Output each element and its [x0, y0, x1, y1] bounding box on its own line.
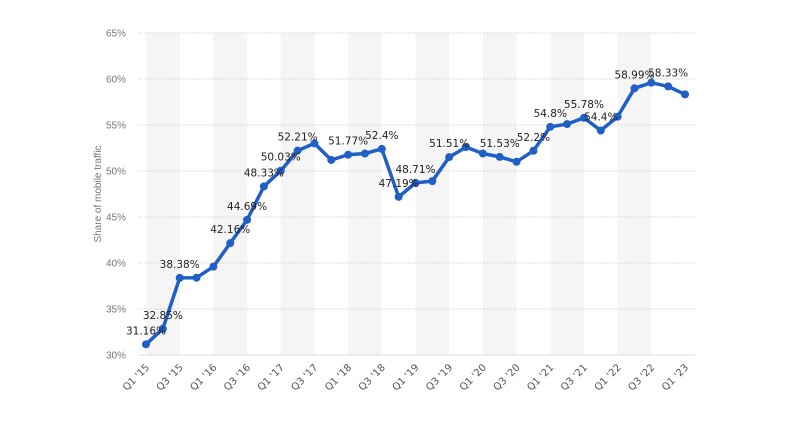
data-point[interactable]	[647, 78, 656, 87]
data-point[interactable]	[579, 113, 588, 122]
data-label: 51.51%	[429, 138, 469, 150]
y-axis-label: Share of mobile traffic	[93, 145, 104, 242]
data-label: 52.21%	[278, 132, 318, 144]
data-label: 54.4%	[584, 112, 617, 124]
data-label: 58.33%	[648, 67, 688, 79]
x-tick-label: Q3 '16	[222, 362, 253, 393]
data-point[interactable]	[512, 157, 521, 166]
data-point[interactable]	[377, 144, 386, 153]
background-stripe	[415, 33, 450, 355]
data-point[interactable]	[276, 166, 285, 175]
data-point[interactable]	[411, 178, 420, 187]
data-label: 42.16%	[210, 224, 250, 236]
data-label: 51.53%	[480, 138, 520, 150]
data-point[interactable]	[192, 273, 201, 282]
data-point[interactable]	[546, 122, 555, 131]
data-point[interactable]	[630, 84, 639, 93]
data-point[interactable]	[344, 150, 353, 159]
data-label: 51.77%	[328, 136, 368, 148]
x-tick-label: Q1 '17	[256, 362, 287, 393]
x-tick-label: Q1 '22	[593, 362, 624, 393]
data-label: 48.71%	[395, 164, 435, 176]
data-point[interactable]	[142, 340, 150, 349]
data-point[interactable]	[394, 192, 403, 201]
background-stripe	[146, 33, 180, 355]
x-tick-label: Q3 '15	[155, 362, 186, 393]
y-tick-label: 65%	[106, 29, 126, 40]
data-point[interactable]	[681, 90, 689, 99]
x-tick-label: Q3 '20	[492, 362, 523, 393]
x-tick-label: Q1 '18	[323, 362, 354, 393]
data-point[interactable]	[360, 149, 369, 158]
background-stripe	[617, 33, 652, 355]
data-point[interactable]	[445, 153, 454, 162]
data-label: 31.16%	[126, 325, 166, 337]
data-labels: 31.16% 32.85% 38.38% 42.16% 44.69% 48.33% 50.0…	[126, 67, 688, 337]
y-tick-label: 45%	[106, 213, 126, 224]
data-label: 58.99%	[614, 69, 654, 81]
data-point[interactable]	[175, 273, 184, 282]
data-label: 44.69%	[227, 201, 267, 213]
data-point[interactable]	[259, 182, 268, 191]
x-tick-label: Q1 '20	[458, 362, 489, 393]
data-label: 52.2%	[517, 132, 550, 144]
data-point[interactable]	[596, 126, 605, 135]
data-label: 55.78%	[564, 99, 604, 111]
data-label: 54.8%	[534, 108, 567, 120]
data-point[interactable]	[495, 152, 504, 161]
data-point[interactable]	[209, 262, 218, 271]
data-label: 48.33%	[244, 167, 284, 179]
x-tick-label: Q3 '19	[424, 362, 455, 393]
x-tick-label: Q1 '16	[188, 362, 219, 393]
x-tick-label: Q1 '15	[121, 362, 152, 393]
data-point[interactable]	[529, 146, 538, 155]
data-point[interactable]	[462, 143, 471, 152]
x-axis-ticks: Q1 '15 Q3 '15 Q1 '16 Q3 '16 Q1 '17 Q3 '17 Q1 '…	[121, 362, 691, 393]
gridlines	[138, 32, 695, 356]
x-tick-label: Q3 '21	[559, 362, 590, 393]
background-stripe	[482, 33, 517, 355]
x-tick-label: Q3 '18	[357, 362, 388, 393]
data-point[interactable]	[158, 324, 167, 333]
y-tick-label: 40%	[106, 259, 126, 270]
data-label: 32.85%	[143, 310, 183, 322]
data-label: 50.03%	[261, 152, 301, 164]
data-point[interactable]	[327, 155, 336, 164]
data-series	[142, 78, 689, 349]
data-point[interactable]	[563, 120, 572, 129]
background-stripe	[348, 33, 382, 355]
data-point[interactable]	[478, 149, 487, 158]
background-stripe	[550, 33, 584, 355]
data-label: 47.19%	[379, 178, 419, 190]
y-tick-label: 60%	[106, 75, 126, 86]
x-tick-label: Q1 '23	[660, 362, 691, 393]
background-stripe	[213, 33, 248, 355]
x-tick-label: Q3 '22	[626, 362, 657, 393]
data-label: 38.38%	[160, 259, 200, 271]
x-tick-label: Q1 '21	[525, 362, 556, 393]
data-point[interactable]	[613, 112, 622, 121]
data-point[interactable]	[310, 139, 319, 148]
data-point[interactable]	[243, 215, 252, 224]
x-tick-label: Q3 '17	[290, 362, 321, 393]
background-stripes	[146, 33, 652, 355]
data-point[interactable]	[428, 177, 437, 186]
x-tick-label: Q1 '19	[391, 362, 422, 393]
data-point[interactable]	[293, 146, 302, 155]
data-point[interactable]	[226, 239, 235, 248]
background-stripe	[280, 33, 315, 355]
y-tick-label: 30%	[106, 351, 126, 362]
data-point[interactable]	[664, 82, 673, 91]
y-tick-label: 55%	[106, 121, 126, 132]
y-tick-label: 50%	[106, 167, 126, 178]
data-label: 52.4%	[365, 130, 398, 142]
y-tick-label: 35%	[106, 305, 126, 316]
y-axis-ticks: 30% 35% 40% 45% 50% 55% 60% 65%	[106, 29, 126, 362]
